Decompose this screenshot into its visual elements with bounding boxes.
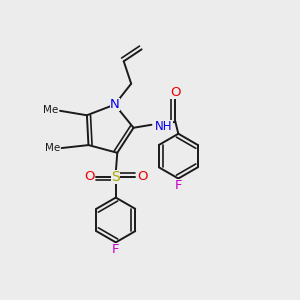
Text: F: F — [112, 243, 119, 256]
Text: O: O — [137, 170, 148, 183]
Text: NH: NH — [155, 120, 172, 133]
Text: Me: Me — [43, 106, 58, 116]
Text: O: O — [170, 86, 181, 99]
Text: S: S — [111, 170, 120, 184]
Text: Me: Me — [45, 143, 60, 153]
Text: N: N — [110, 98, 120, 111]
Text: O: O — [84, 170, 94, 183]
Text: F: F — [175, 179, 182, 193]
